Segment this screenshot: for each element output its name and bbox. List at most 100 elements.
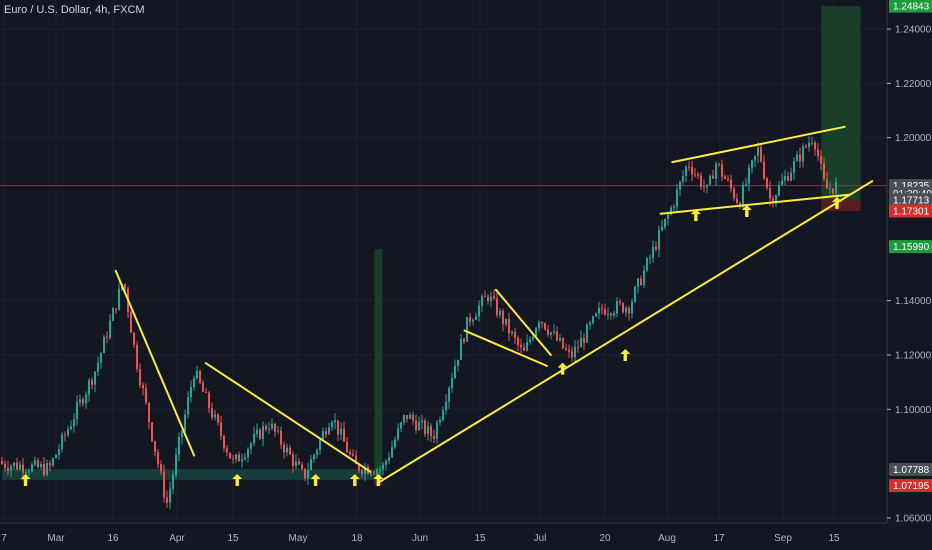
candle-body — [580, 338, 582, 348]
price-badge-label: 1.24843 — [893, 2, 930, 13]
candle-body — [175, 454, 177, 475]
candle-body — [253, 433, 255, 444]
candle-body — [289, 447, 291, 455]
candle-body — [589, 322, 591, 325]
candle-body — [22, 464, 24, 473]
candle-body — [34, 460, 36, 465]
candle-body — [772, 198, 774, 204]
candle-body — [292, 454, 294, 466]
trendline — [463, 329, 548, 367]
candle-body — [754, 155, 756, 161]
candle-body — [436, 422, 438, 439]
candle-body — [382, 464, 384, 470]
candle-body — [79, 399, 81, 403]
candle-body — [118, 288, 120, 310]
x-tick-label: May — [289, 533, 308, 544]
candle-body — [211, 408, 213, 418]
candle-body — [565, 348, 567, 350]
candle-body — [82, 399, 84, 404]
candle-body — [520, 345, 522, 348]
candle-body — [190, 387, 192, 398]
candle-body — [385, 460, 387, 465]
candle-body — [511, 331, 513, 334]
candle-body — [430, 426, 432, 437]
candle-body — [178, 437, 180, 455]
candle-body — [802, 146, 804, 162]
candle-body — [157, 451, 159, 465]
up-arrow-icon — [20, 473, 31, 486]
candle-body — [130, 311, 132, 333]
candle-body — [484, 296, 486, 298]
candle-body — [679, 181, 681, 190]
candle-body — [685, 166, 687, 176]
candle-body — [712, 175, 714, 179]
candle-body — [397, 428, 399, 440]
candle-body — [529, 339, 531, 342]
candle-body — [451, 378, 453, 388]
candle-body — [751, 160, 753, 168]
price-badge-label: 1.18235 — [893, 181, 930, 192]
candle-body — [625, 307, 627, 313]
candle-body — [67, 429, 69, 436]
candle-body — [283, 444, 285, 453]
candle-body — [409, 414, 411, 419]
candle-body — [493, 296, 495, 299]
candle-body — [619, 301, 621, 304]
candle-body — [325, 431, 327, 435]
candle-body — [553, 331, 555, 333]
candle-body — [406, 414, 408, 419]
candle-body — [535, 328, 537, 337]
candle-body — [334, 420, 336, 423]
candle-body — [124, 283, 126, 289]
profit-zone-2 — [821, 6, 861, 200]
candle-body — [466, 317, 468, 342]
candle-body — [373, 473, 375, 475]
candle-body — [532, 336, 534, 340]
candle-body — [328, 427, 330, 435]
candle-body — [769, 187, 771, 199]
candle-body — [61, 434, 63, 450]
candle-body — [160, 464, 162, 472]
candle-body — [559, 338, 561, 341]
candle-body — [637, 278, 639, 287]
up-arrow-icon — [232, 473, 243, 486]
candle-body — [163, 471, 165, 498]
candle-body — [298, 461, 300, 465]
candle-body — [568, 349, 570, 352]
candle-body — [646, 258, 648, 271]
x-tick-label: 15 — [227, 533, 239, 544]
candle-body — [100, 352, 102, 363]
candle-body — [745, 183, 747, 185]
candle-body — [31, 464, 33, 472]
time-axis: 7 Mar 16 Apr 15 May 18 Jun 15 Jul 20 Aug 17 Sep 15 — [0, 522, 932, 550]
candle-body — [349, 452, 351, 454]
price-badge — [889, 479, 932, 493]
y-tick-label: 1.20000 — [895, 133, 932, 144]
candle-body — [757, 147, 759, 156]
trendline — [377, 180, 874, 484]
candle-body — [133, 332, 135, 345]
candle-body — [295, 461, 297, 466]
candle-body — [805, 146, 807, 148]
candle-body — [169, 488, 171, 503]
candle-body — [274, 423, 276, 432]
candle-body — [301, 464, 303, 469]
candle-body — [235, 454, 237, 460]
candle-body — [37, 460, 39, 468]
candle-body — [361, 470, 363, 474]
candle-body — [421, 420, 423, 423]
candle-body — [76, 402, 78, 420]
candle-body — [616, 301, 618, 314]
candle-body — [562, 338, 564, 349]
candle-body — [376, 469, 378, 475]
candle-body — [277, 430, 279, 432]
candle-body — [499, 310, 501, 316]
candle-body — [241, 459, 243, 462]
candle-body — [688, 166, 690, 168]
candle-body — [733, 188, 735, 199]
y-tick-label: 1.14000 — [895, 296, 932, 307]
candle-body — [271, 423, 273, 429]
y-tick-label: 1.12000 — [895, 351, 932, 362]
